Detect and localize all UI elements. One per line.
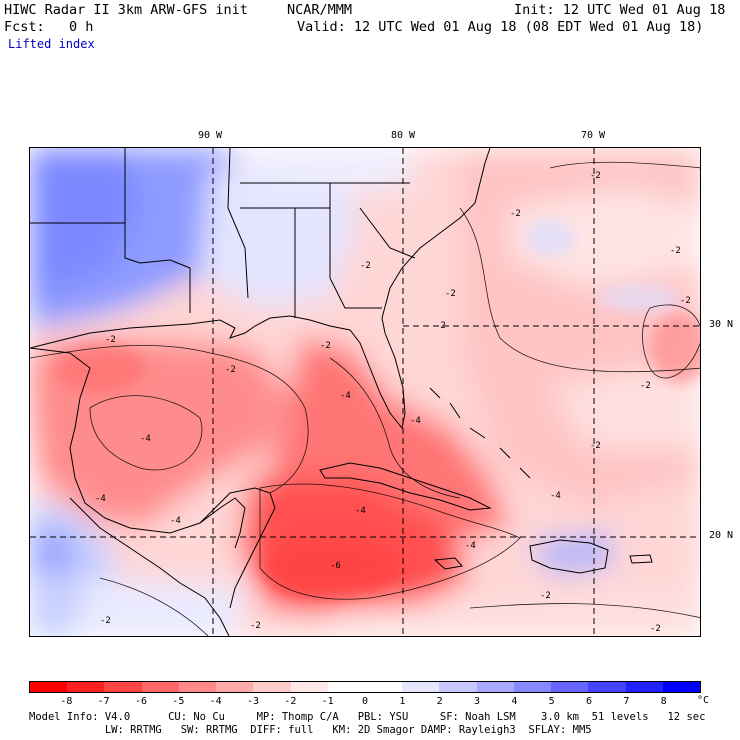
colorbar-tick-label: -3 (246, 696, 260, 707)
contour-label: -4 (410, 416, 421, 426)
valid-time: Valid: 12 UTC Wed 01 Aug 18 (08 EDT Wed … (297, 19, 704, 35)
contour-label: -2 (680, 296, 691, 306)
contour-label: -2 (225, 365, 236, 375)
model-title: HIWC Radar II 3km ARW-GFS init (4, 2, 248, 18)
colorbar-segment (104, 682, 142, 692)
contour-label: -2 (670, 246, 681, 256)
colorbar-tick-label: -8 (60, 696, 73, 707)
colorbar-segment (67, 682, 105, 692)
colorbar-tick-label: 1 (399, 696, 406, 707)
init-time: Init: 12 UTC Wed 01 Aug 18 (514, 2, 726, 18)
contour-label: -2 (250, 621, 261, 631)
colorbar-segment (290, 682, 328, 692)
lat-label-20n: 20 N (709, 530, 734, 541)
colorbar-unit: °C (697, 695, 710, 706)
contour-label: -2 (650, 624, 661, 634)
contour-label: -2 (590, 441, 601, 451)
contour-label: -4 (550, 491, 561, 501)
contour-label: -2 (360, 261, 371, 271)
colorbar-tick-label: -1 (321, 696, 334, 707)
lat-label-30n: 30 N (709, 319, 734, 330)
colorbar-segment (625, 682, 663, 692)
contour-label: -4 (355, 506, 366, 516)
contour-label: -2 (540, 591, 551, 601)
colorbar-tick-label: -4 (209, 696, 222, 707)
colorbar-segment (439, 682, 477, 692)
colorbar-tick-label: 7 (623, 696, 630, 707)
contour-label: -2 (590, 171, 601, 181)
colorbar-segment (513, 682, 552, 692)
colorbar-segment (364, 682, 403, 692)
colorbar-segment (253, 682, 291, 692)
colorbar-segment (216, 682, 254, 692)
colorbar (29, 681, 701, 693)
coastlines (30, 148, 653, 636)
colorbar-segment (141, 682, 179, 692)
colorbar-tick-label: -5 (172, 696, 185, 707)
colorbar-tick-label: 0 (361, 696, 369, 707)
colorbar-tick-label: 8 (660, 696, 667, 707)
colorbar-segment (178, 682, 217, 692)
contour-label: -4 (340, 391, 351, 401)
colorbar-tick-label: -6 (134, 696, 148, 707)
contour-label: -4 (465, 541, 476, 551)
contour-label: -4 (170, 516, 181, 526)
contour-label: -2 (445, 289, 456, 299)
lifted-index-map: -2 -2 -2 -2 -2 -2 -2 -2 -4 -4 -4 -4 -4 -… (29, 147, 701, 637)
model-info-line-1: Model Info: V4.0 CU: No Cu MP: Thomp C/A… (29, 711, 706, 723)
contour-labels: -2 -2 -2 -2 -2 -2 -2 -2 -4 -4 -4 -4 -4 -… (95, 171, 691, 634)
contour-lines (30, 161, 700, 636)
lon-label-90w: 90 W (198, 130, 223, 141)
colorbar-tick-label: 2 (436, 696, 443, 707)
colorbar-segment (30, 682, 68, 692)
lifted-index-field (30, 148, 700, 636)
colorbar-segment (588, 682, 626, 692)
field-name: Lifted index (8, 37, 95, 51)
contour-label: -2 (105, 335, 116, 345)
contour-label: -4 (140, 434, 151, 444)
colorbar-tick-label: 6 (585, 696, 593, 707)
colorbar-segment (327, 682, 365, 692)
contour-label: -6 (330, 561, 341, 571)
lon-label-70w: 70 W (581, 130, 606, 141)
colorbar-segment (551, 682, 589, 692)
colorbar-tick-label: 5 (548, 696, 555, 707)
colorbar-segment (662, 682, 700, 692)
contour-label: -2 (640, 381, 651, 391)
colorbar-tick-label: -7 (97, 696, 110, 707)
lon-label-80w: 80 W (391, 130, 416, 141)
colorbar-ticks: -8 -7 -6 -5 -4 -3 -2 -1 0 1 2 3 4 5 6 7 8 (29, 693, 701, 709)
org-label: NCAR/MMM (287, 2, 353, 18)
contour-label: -4 (95, 494, 106, 504)
contour-label: -2 (320, 341, 331, 351)
contour-label: -2 (435, 321, 446, 331)
contour-label: -2 (100, 616, 111, 626)
colorbar-segment (402, 682, 440, 692)
forecast-hour: Fcst: 0 h (4, 19, 94, 35)
colorbar-tick-label: -2 (284, 696, 297, 707)
colorbar-tick-label: 3 (473, 696, 481, 707)
colorbar-segment (476, 682, 514, 692)
contour-label: -2 (510, 209, 521, 219)
colorbar-tick-label: 4 (511, 696, 518, 707)
model-info-line-2: LW: RRTMG SW: RRTMG DIFF: full KM: 2D Sm… (29, 724, 592, 736)
